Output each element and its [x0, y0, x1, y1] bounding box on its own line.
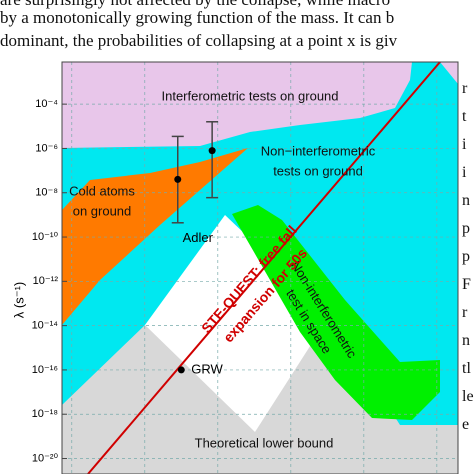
margin-letter: r	[462, 80, 468, 97]
margin-letter: F	[462, 276, 471, 293]
y-tick-label: 10⁻¹⁴	[32, 320, 59, 332]
margin-letter: r	[462, 304, 468, 321]
margin-letter: i	[462, 136, 467, 153]
ste-quest-line	[87, 62, 441, 474]
region-allowed	[145, 215, 330, 432]
region-label: Cold atoms	[69, 183, 135, 198]
point	[174, 175, 182, 183]
region-label: tests on ground	[273, 163, 363, 178]
y-axis-label: λ (s⁻¹)	[11, 282, 26, 318]
point-label: GRW	[191, 361, 223, 376]
plot-frame	[61, 61, 459, 474]
y-tick-label: 10⁻¹⁸	[32, 408, 58, 420]
region-label: Interferometric tests on ground	[161, 88, 338, 103]
regions	[62, 62, 458, 474]
region-label: on ground	[73, 203, 132, 218]
region-interferometric	[440, 62, 458, 84]
margin-letter: p	[462, 248, 470, 265]
margin-letter: e	[462, 416, 470, 433]
text-line: dominant, the probabilities of collapsin…	[0, 31, 398, 50]
margin-letter: t	[462, 108, 467, 125]
point-label: Adler	[183, 230, 214, 245]
y-tick-label: 10⁻⁴	[35, 98, 58, 110]
margin-letter: p	[462, 220, 470, 237]
text-line: are surprisingly not affected by the col…	[0, 0, 390, 10]
region-label: Theoretical lower bound	[195, 435, 334, 450]
y-tick-label: 10⁻²⁰	[32, 452, 59, 464]
y-tick-label: 10⁻⁶	[35, 142, 58, 154]
y-tick-label: 10⁻¹⁶	[32, 364, 58, 376]
region-interferometric	[62, 62, 412, 148]
region-label: Non−interferometric	[261, 143, 376, 158]
margin-letter: n	[462, 192, 470, 209]
margin-letter: n	[462, 332, 470, 349]
text-line: by a monotonically growing function of t…	[0, 8, 395, 27]
y-tick-label: 10⁻⁸	[35, 187, 58, 199]
margin-letter: i	[462, 164, 467, 181]
region-space	[232, 205, 440, 420]
margin-letter: tl	[462, 360, 471, 377]
y-tick-label: 10⁻¹²	[33, 275, 59, 287]
point	[208, 147, 216, 155]
region-cold-atoms	[62, 148, 248, 325]
y-tick-label: 10⁻¹⁰	[32, 231, 59, 243]
margin-letter: le	[462, 388, 474, 405]
point	[177, 366, 185, 374]
